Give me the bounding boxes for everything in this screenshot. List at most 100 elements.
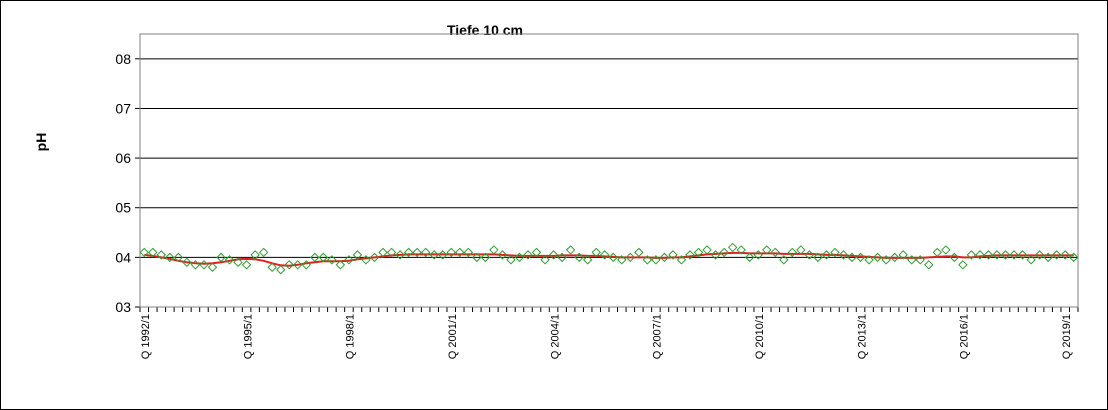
data-point xyxy=(386,247,397,258)
data-point xyxy=(753,250,763,260)
data-point xyxy=(949,252,960,263)
data-point xyxy=(889,252,900,263)
data-point xyxy=(1009,250,1019,260)
data-point xyxy=(241,260,252,270)
data-point xyxy=(258,247,269,258)
data-point xyxy=(804,250,815,260)
data-point xyxy=(1060,250,1070,260)
data-point xyxy=(770,247,780,258)
data-point xyxy=(250,250,260,260)
data-point xyxy=(480,252,491,263)
data-point xyxy=(762,245,772,255)
data-point xyxy=(403,247,414,258)
data-point xyxy=(233,257,243,268)
data-point xyxy=(523,250,533,260)
data-point xyxy=(898,250,908,260)
data-point xyxy=(216,252,226,263)
y-tick-label: 08 xyxy=(115,51,131,67)
data-point xyxy=(369,252,380,263)
data-point xyxy=(173,252,184,263)
data-point xyxy=(1051,250,1062,260)
data-point xyxy=(463,247,474,258)
data-point xyxy=(412,247,422,258)
data-point xyxy=(275,265,286,275)
x-tick-label: Q 2007/1 xyxy=(652,314,664,359)
chart-title: Tiefe 10 cm xyxy=(447,22,523,38)
data-point xyxy=(651,255,661,265)
data-point xyxy=(548,250,559,260)
data-point xyxy=(199,260,209,270)
data-point xyxy=(744,252,755,263)
data-point xyxy=(591,247,601,258)
data-point xyxy=(1026,255,1036,265)
data-point xyxy=(1000,250,1011,260)
data-point xyxy=(207,262,218,272)
data-point xyxy=(813,252,823,263)
data-point xyxy=(327,255,337,265)
data-point xyxy=(1069,252,1079,263)
data-point xyxy=(796,245,806,255)
x-tick-label: Q 2016/1 xyxy=(959,314,971,359)
data-points xyxy=(139,242,1079,275)
data-point xyxy=(838,250,849,260)
data-point xyxy=(224,255,235,265)
data-point xyxy=(531,247,542,258)
x-tick-label: Q 1995/1 xyxy=(242,314,254,359)
data-point xyxy=(958,260,968,270)
data-point xyxy=(983,250,994,260)
y-tick-label: 07 xyxy=(115,100,131,116)
data-point xyxy=(156,250,167,260)
data-point xyxy=(378,247,388,258)
x-tick-label: Q 1992/1 xyxy=(140,314,152,359)
data-point xyxy=(659,252,670,263)
data-point xyxy=(710,250,721,260)
data-point xyxy=(429,250,439,260)
data-point xyxy=(1017,250,1028,260)
data-point xyxy=(821,250,832,260)
data-point xyxy=(335,260,346,270)
data-point xyxy=(924,260,934,270)
y-tick-label: 04 xyxy=(115,249,131,265)
x-tick-label: Q 2001/1 xyxy=(447,314,459,359)
data-point xyxy=(318,252,329,263)
data-point xyxy=(881,255,891,265)
y-tick-label: 06 xyxy=(115,150,131,166)
data-point xyxy=(1043,252,1053,263)
data-point xyxy=(702,245,712,255)
data-point xyxy=(855,252,866,263)
data-point xyxy=(139,247,149,258)
data-point xyxy=(514,252,525,263)
data-point xyxy=(719,247,729,258)
data-point xyxy=(625,252,636,263)
x-tick-label: Q 2004/1 xyxy=(549,314,561,359)
data-point xyxy=(361,255,371,265)
data-point xyxy=(582,255,593,265)
data-point xyxy=(293,260,303,270)
data-point xyxy=(975,250,985,260)
data-point xyxy=(830,247,840,258)
data-point xyxy=(438,250,448,260)
data-point xyxy=(472,252,482,263)
y-tick-label: 03 xyxy=(115,299,131,315)
data-point xyxy=(395,250,405,260)
data-point xyxy=(864,255,874,265)
data-point xyxy=(915,255,925,265)
data-point xyxy=(608,252,618,263)
data-point xyxy=(182,257,192,268)
data-point xyxy=(489,245,499,255)
plot-area-border xyxy=(139,33,1079,308)
data-point xyxy=(557,252,567,263)
data-point xyxy=(634,247,644,258)
x-tick-label: Q 1998/1 xyxy=(345,314,357,359)
data-point xyxy=(847,252,857,263)
data-point xyxy=(190,260,201,270)
data-point xyxy=(872,252,883,263)
data-point xyxy=(966,250,977,260)
data-point xyxy=(284,260,294,270)
data-point xyxy=(497,250,508,260)
data-point xyxy=(932,247,943,258)
data-point xyxy=(736,245,746,255)
data-point xyxy=(600,250,610,260)
